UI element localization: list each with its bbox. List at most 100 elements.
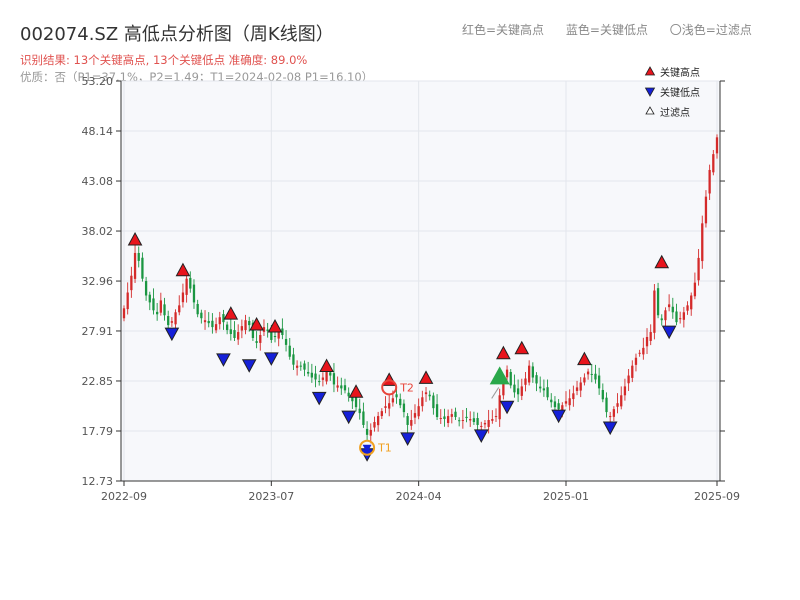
candle: [233, 321, 236, 341]
t1-marker: [362, 444, 372, 453]
key-high-marker: [496, 345, 511, 360]
candle-body: [609, 416, 612, 418]
candle: [550, 393, 553, 408]
candle-body: [240, 326, 244, 331]
recognition-result: 识别结果: 13个关键高点, 13个关键低点 准确度: 89.0%: [20, 53, 308, 67]
candle-body: [292, 354, 295, 365]
candle: [620, 386, 623, 410]
candle-body: [185, 278, 188, 295]
candle-body: [498, 395, 501, 420]
candle-body: [679, 318, 682, 320]
candle: [218, 311, 221, 330]
candle-body: [255, 341, 258, 343]
candle-body: [432, 395, 435, 409]
candle-body: [586, 371, 590, 375]
candle-body: [564, 401, 568, 404]
candle: [207, 312, 210, 328]
legend-light-text: 〇浅色=过滤点: [669, 23, 752, 37]
candle: [572, 385, 575, 407]
candle-body: [336, 385, 339, 388]
candle: [472, 411, 476, 425]
candle-body: [623, 386, 627, 396]
candle-body: [262, 327, 266, 332]
y-tick-label: 22.85: [82, 375, 114, 388]
key-high-marker: [418, 370, 434, 384]
candle-body: [314, 373, 317, 380]
candle-body: [399, 398, 402, 406]
candle: [458, 417, 461, 427]
candle: [347, 387, 350, 402]
candle-body: [494, 416, 498, 418]
candle-body: [667, 304, 671, 308]
candle: [358, 398, 361, 420]
candle-body: [358, 408, 361, 414]
candle-body: [178, 305, 181, 313]
candle: [623, 378, 627, 401]
candle: [281, 318, 284, 340]
candle-body: [516, 388, 520, 395]
candle: [192, 279, 196, 309]
candle-body: [601, 389, 604, 400]
candle: [237, 324, 240, 345]
candle: [229, 319, 232, 341]
candle: [244, 314, 247, 335]
candle-body: [539, 386, 542, 389]
candle-body: [550, 399, 553, 403]
x-tick-label: 2022-09: [101, 490, 147, 503]
candle: [627, 369, 630, 391]
candle-body: [248, 320, 251, 326]
candle-body: [144, 281, 148, 296]
candle: [461, 409, 465, 429]
legend-low-icon: [644, 87, 656, 97]
key-low-marker: [499, 400, 515, 415]
candle-body: [321, 377, 325, 380]
candle-body: [461, 420, 465, 422]
candle-body: [616, 403, 619, 407]
candle: [590, 363, 593, 383]
key-low-marker: [400, 432, 415, 446]
candle-body: [237, 332, 240, 340]
candle-body: [192, 284, 196, 303]
candle-body: [491, 419, 494, 421]
candle-body: [524, 378, 527, 385]
candle-body: [605, 397, 608, 413]
candle-body: [351, 395, 354, 402]
candle: [450, 408, 453, 424]
candle: [660, 314, 663, 326]
candle-body: [211, 320, 214, 328]
candle-body: [675, 311, 678, 323]
candle-body: [634, 357, 638, 365]
candle-body: [170, 321, 174, 323]
candle: [406, 413, 409, 433]
candle: [332, 363, 336, 393]
candle-body: [671, 306, 674, 313]
candle-body: [141, 257, 144, 279]
candle-body: [406, 416, 409, 425]
candle: [295, 360, 299, 376]
y-tick-label: 17.79: [82, 425, 114, 438]
key-low-marker: [241, 359, 257, 373]
key-low-marker: [263, 352, 279, 366]
key-low-marker: [661, 325, 677, 340]
candle: [531, 362, 534, 383]
candle-body: [343, 385, 347, 391]
y-tick-label: 53.20: [82, 75, 114, 88]
candle: [424, 387, 428, 402]
candle-body: [649, 332, 652, 341]
candle: [373, 416, 376, 432]
candle: [708, 164, 711, 201]
candle-body: [480, 425, 483, 427]
candle: [642, 337, 645, 360]
key-low-marker: [164, 327, 180, 342]
candle-body: [369, 429, 372, 436]
key-high-marker: [514, 340, 530, 355]
candle: [362, 402, 365, 428]
x-tick-label: 2025-09: [694, 490, 740, 503]
candle-body: [270, 330, 273, 340]
candle-body: [575, 387, 579, 391]
candle: [528, 360, 531, 386]
candle-body: [244, 320, 247, 331]
candle: [469, 411, 472, 427]
candle: [203, 310, 207, 330]
candle-body: [310, 372, 313, 378]
